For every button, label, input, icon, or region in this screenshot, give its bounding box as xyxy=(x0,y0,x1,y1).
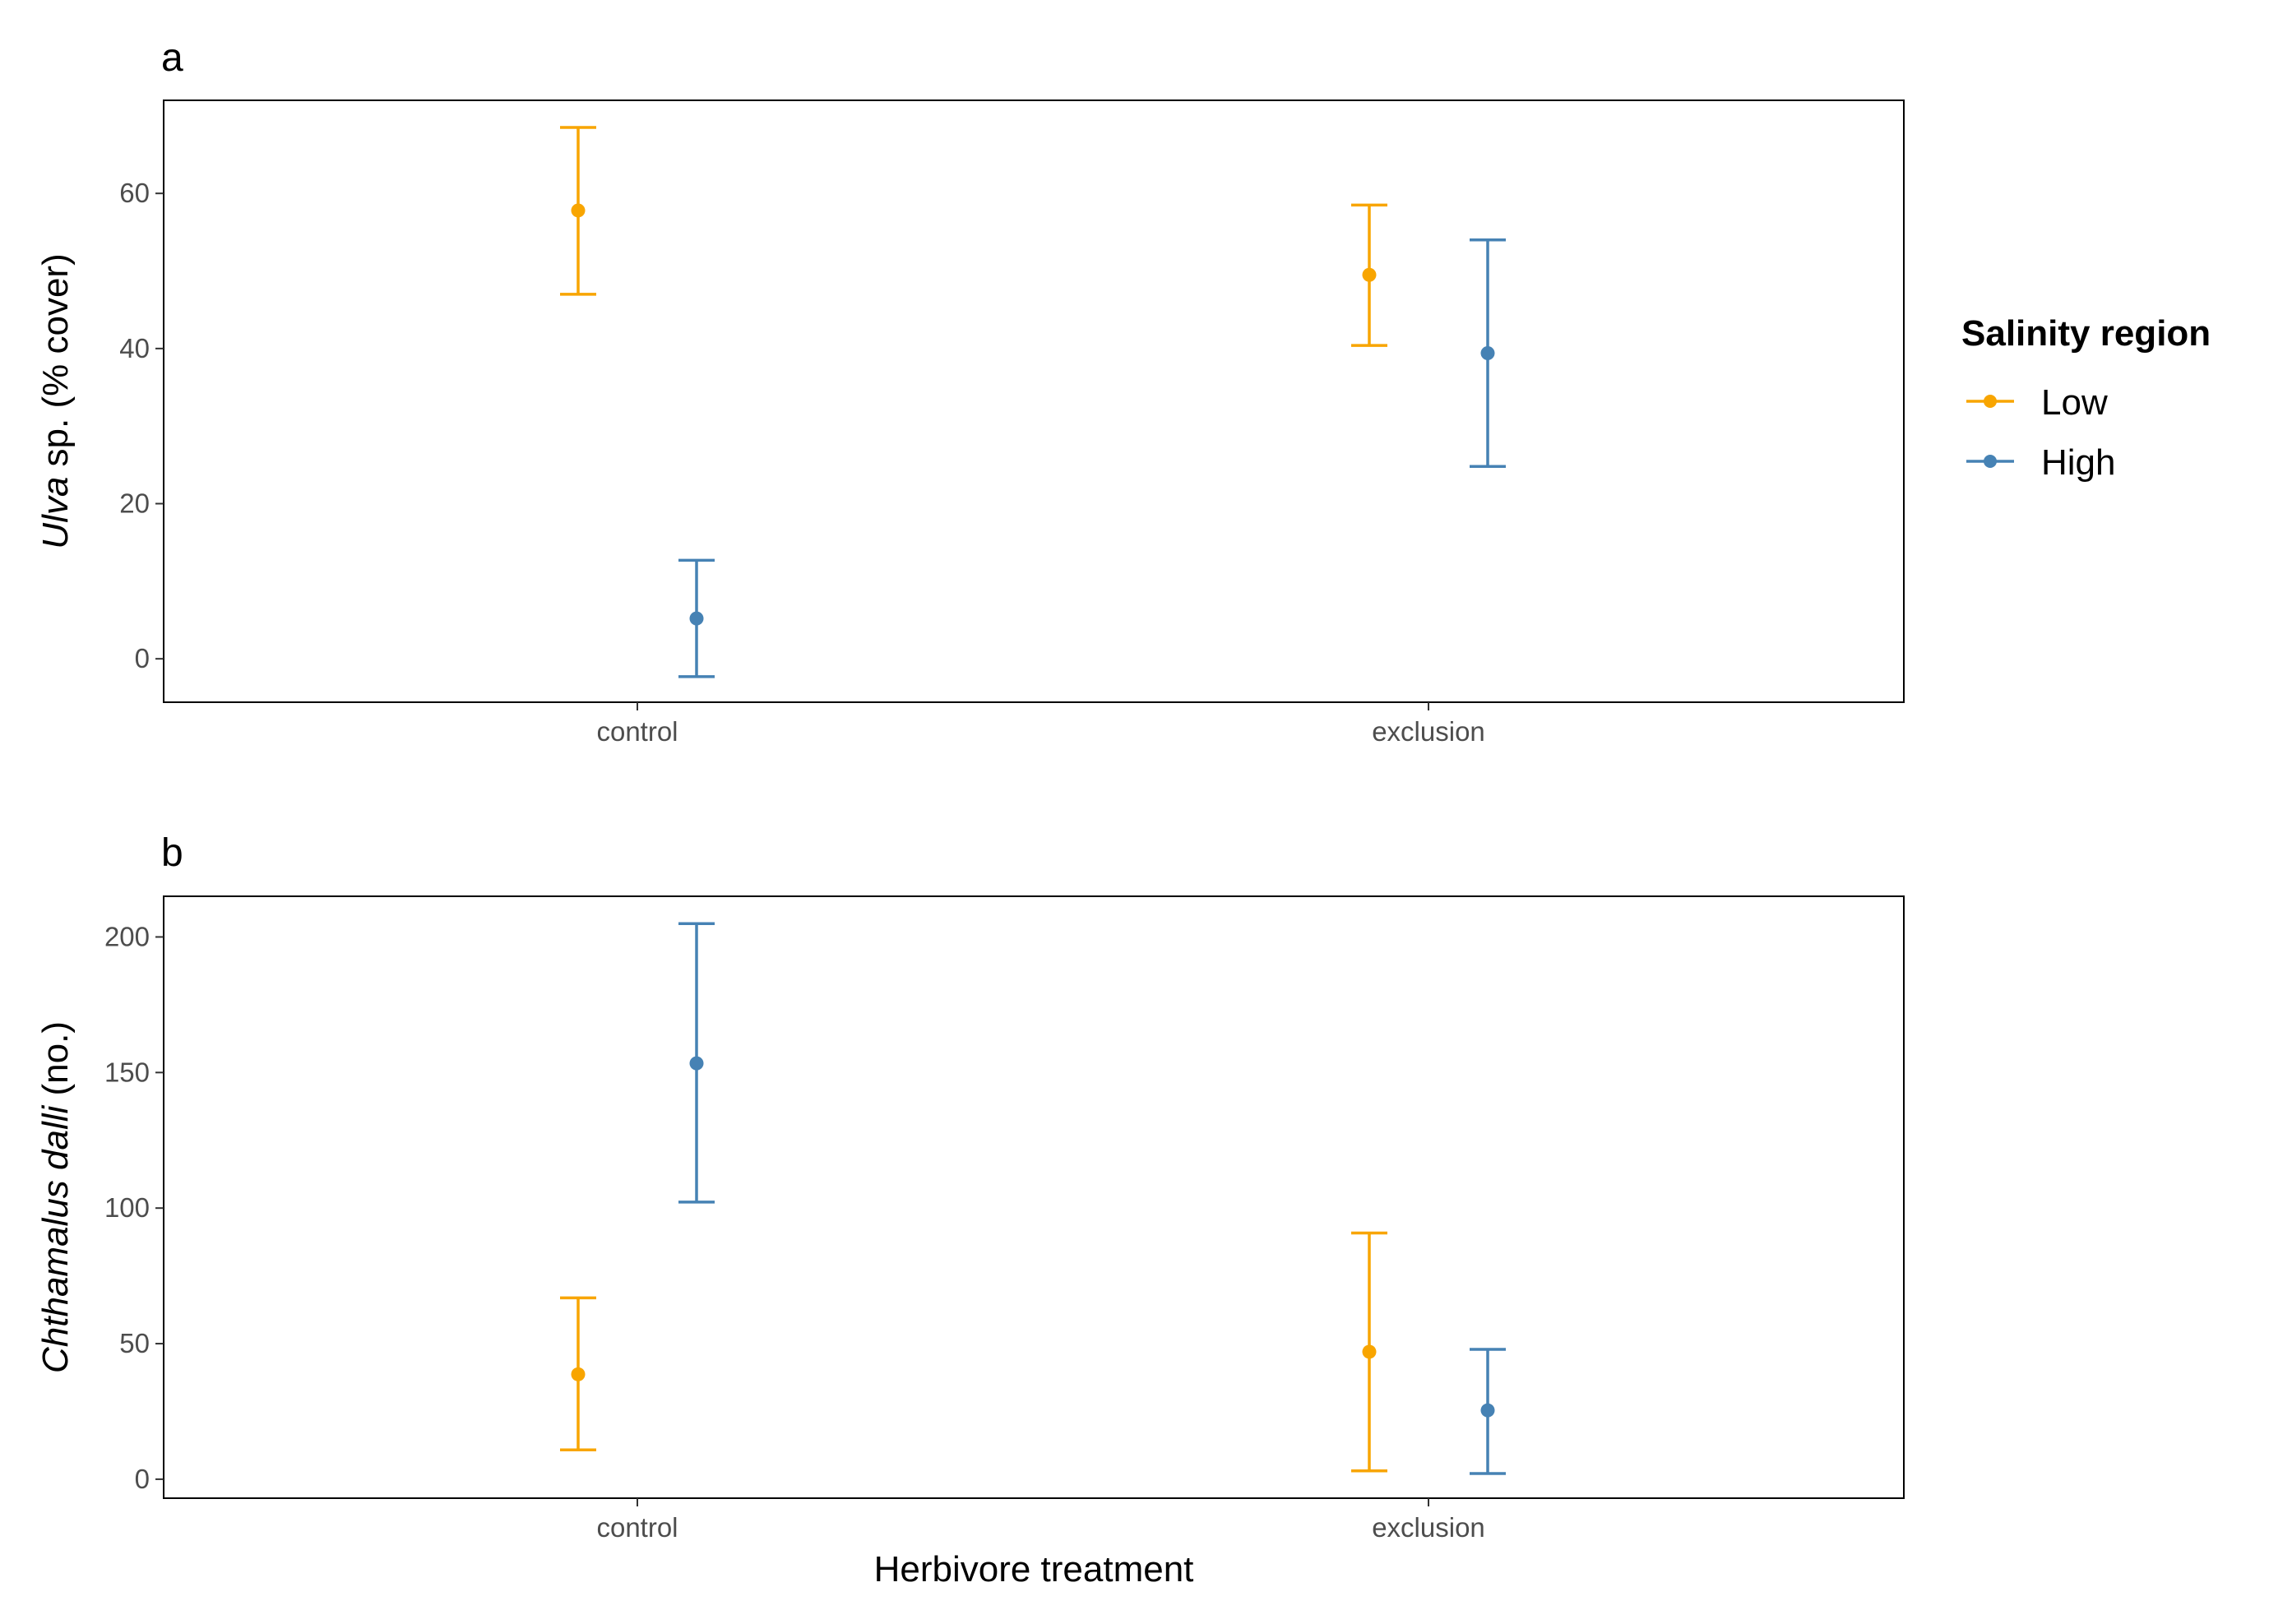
legend: Salinity region Low High xyxy=(1961,313,2211,483)
panel-a-y-tick-label: 20 xyxy=(119,488,150,519)
panel-a-x-tick-label-exclusion: exclusion xyxy=(1372,716,1485,747)
panel-b-y-tick-label: 100 xyxy=(104,1192,150,1223)
legend-label-low: Low xyxy=(2041,382,2108,423)
panel-b-x-tick-label-exclusion: exclusion xyxy=(1372,1512,1485,1543)
panel-b-tag: b xyxy=(161,831,183,875)
panel-a-point-low-control xyxy=(571,203,586,218)
panel-b-point-high-control xyxy=(689,1056,704,1071)
panel-b-y-axis-title: Chthamalus dalli (no.) xyxy=(35,1021,76,1373)
legend-label-high: High xyxy=(2041,442,2116,483)
panel-b-marks xyxy=(560,922,1506,1475)
panel-a: a Ulva sp. (% cover) 0 20 40 60 control exc… xyxy=(35,36,1905,747)
panel-b-x-tick-label-control: control xyxy=(596,1512,678,1543)
panel-a-x-tick-label-control: control xyxy=(596,716,678,747)
panel-a-y-tick-label: 40 xyxy=(119,333,150,363)
panel-b-y-tick-label: 150 xyxy=(104,1057,150,1087)
panel-a-frame xyxy=(163,99,1905,703)
panel-b-frame xyxy=(163,895,1905,1499)
panel-a-marks xyxy=(560,126,1506,678)
panel-b-x-axis: control exclusion xyxy=(596,1498,1485,1543)
legend-title: Salinity region xyxy=(1961,313,2211,354)
panel-a-y-axis-title: Ulva sp. (% cover) xyxy=(35,253,76,548)
legend-key-point-high xyxy=(1984,455,1997,468)
panel-b-point-low-exclusion xyxy=(1362,1344,1377,1359)
panel-b-point-low-control xyxy=(571,1367,586,1381)
panel-a-y-tick-label: 0 xyxy=(135,643,150,673)
legend-item-low: Low xyxy=(1966,382,2108,423)
legend-key-point-low xyxy=(1984,395,1997,408)
panel-a-point-high-control xyxy=(689,611,704,626)
panel-a-y-tick-label: 60 xyxy=(119,178,150,208)
panel-a-x-axis: control exclusion xyxy=(596,702,1485,747)
legend-item-high: High xyxy=(1966,442,2116,483)
x-axis-title: Herbivore treatment xyxy=(874,1549,1194,1589)
panel-a-point-low-exclusion xyxy=(1362,267,1377,282)
panel-a-tag: a xyxy=(161,36,183,80)
panel-a-y-axis: 0 20 40 60 xyxy=(119,178,164,673)
panel-b-point-high-exclusion xyxy=(1480,1403,1495,1418)
panel-b-y-tick-label: 0 xyxy=(135,1464,150,1494)
panel-b: b Chthamalus dalli (no.) 0 50 100 150 200 co… xyxy=(35,831,1905,1589)
panel-b-y-tick-label: 200 xyxy=(104,921,150,951)
panel-b-y-tick-label: 50 xyxy=(119,1328,150,1358)
panel-a-point-high-exclusion xyxy=(1480,346,1495,361)
panel-b-y-axis: 0 50 100 150 200 xyxy=(104,921,164,1494)
